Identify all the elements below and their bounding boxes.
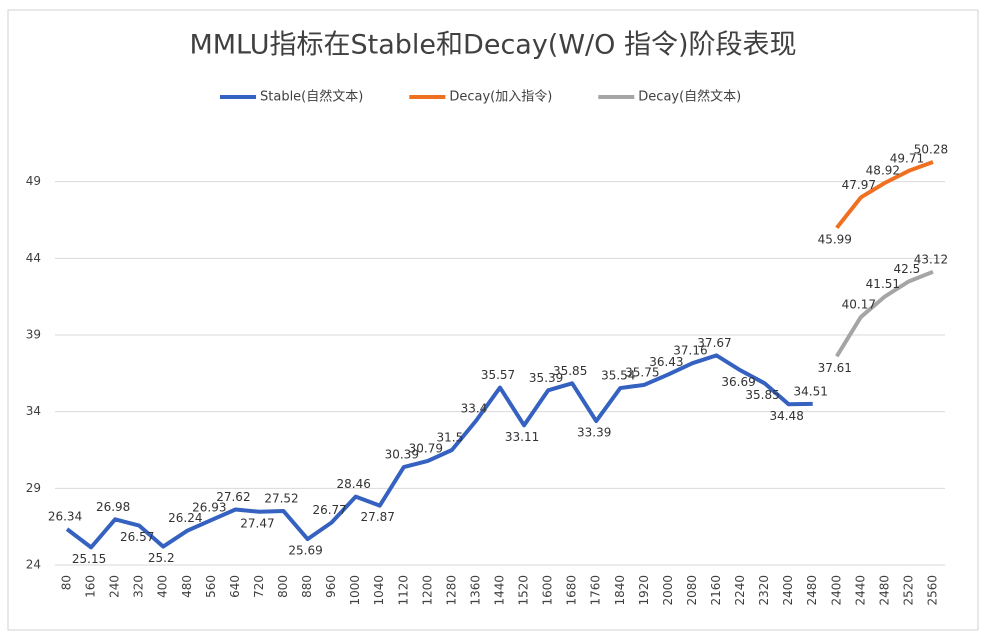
y-tick-label: 39 — [26, 328, 41, 342]
series-line — [835, 160, 934, 230]
chart-border — [7, 9, 979, 631]
data-label: 26.34 — [48, 510, 82, 524]
data-label: 36.43 — [649, 355, 683, 369]
data-label: 34.51 — [794, 384, 828, 398]
x-tick-label: 320 — [132, 575, 146, 598]
x-tick-label: 1120 — [396, 575, 410, 606]
legend-label: Decay(加入指令) — [449, 90, 552, 105]
x-tick-label: 1000 — [348, 575, 362, 606]
x-tick-label: 720 — [252, 575, 266, 598]
x-tick-label: 2560 — [925, 575, 939, 606]
x-tick-label: 2240 — [733, 575, 747, 606]
x-tick-label: 2400 — [781, 575, 795, 606]
data-label: 27.62 — [216, 490, 250, 504]
x-tick-label: 1600 — [541, 575, 555, 606]
x-tick-label: 1360 — [468, 575, 482, 606]
chart-title: MMLU指标在Stable和Decay(W/O 指令)阶段表现 — [189, 30, 796, 61]
data-label: 50.28 — [914, 143, 948, 157]
y-tick-label: 29 — [26, 481, 41, 495]
data-label: 42.5 — [894, 262, 921, 276]
data-label: 33.11 — [505, 430, 539, 444]
data-label: 25.2 — [148, 551, 175, 565]
x-tick-label: 160 — [84, 575, 98, 598]
data-label: 25.69 — [288, 544, 322, 558]
x-tick-label: 480 — [180, 575, 194, 598]
x-tick-label: 80 — [60, 575, 74, 590]
data-label: 35.85 — [553, 364, 587, 378]
x-tick-label: 960 — [324, 575, 338, 598]
data-label: 37.16 — [673, 344, 707, 358]
data-label: 34.48 — [769, 409, 803, 423]
data-label: 28.46 — [336, 477, 370, 491]
data-label: 43.12 — [914, 252, 948, 266]
data-label: 47.97 — [842, 178, 876, 192]
data-label: 27.47 — [240, 516, 274, 530]
data-label: 49.71 — [890, 151, 924, 165]
data-label: 26.77 — [312, 503, 346, 517]
data-label: 35.57 — [481, 368, 515, 382]
x-tick-label: 1680 — [565, 575, 579, 606]
data-label: 33.4 — [461, 401, 488, 415]
x-tick-label: 560 — [204, 575, 218, 598]
data-label: 37.67 — [697, 336, 731, 350]
data-label: 37.61 — [818, 361, 852, 375]
data-label: 35.75 — [625, 365, 659, 379]
data-label: 45.99 — [818, 232, 852, 246]
data-label: 41.51 — [866, 277, 900, 291]
x-tick-label: 1280 — [444, 575, 458, 606]
x-tick-label: 1920 — [637, 575, 651, 606]
data-label: 30.79 — [409, 441, 443, 455]
x-tick-label: 2080 — [685, 575, 699, 606]
x-tick-label: 400 — [156, 575, 170, 598]
legend-label: Decay(自然文本) — [638, 89, 741, 105]
x-tick-label: 1760 — [589, 575, 603, 606]
x-tick-label: 2440 — [853, 575, 867, 606]
x-tick-label: 1040 — [372, 575, 386, 606]
data-label: 35.54 — [601, 369, 635, 383]
y-tick-label: 49 — [26, 174, 41, 188]
data-label: 27.87 — [361, 510, 395, 524]
x-tick-label: 1520 — [517, 575, 531, 606]
data-label: 35.39 — [529, 371, 563, 385]
x-tick-label: 880 — [300, 575, 314, 598]
data-label: 40.17 — [842, 298, 876, 312]
y-tick-label: 34 — [26, 404, 41, 418]
data-label: 27.52 — [264, 492, 298, 506]
data-label: 30.39 — [385, 448, 419, 462]
data-label: 26.93 — [192, 501, 226, 515]
y-tick-label: 44 — [26, 251, 41, 265]
series-line — [835, 269, 934, 358]
x-tick-label: 2480 — [877, 575, 891, 606]
data-label: 48.92 — [866, 163, 900, 177]
legend-label: Stable(自然文本) — [260, 89, 363, 105]
x-tick-label: 240 — [108, 575, 122, 598]
data-label: 26.98 — [96, 500, 130, 514]
data-label: 35.85 — [745, 388, 779, 402]
data-label: 33.39 — [577, 426, 611, 440]
y-tick-label: 24 — [26, 558, 41, 572]
data-label: 26.24 — [168, 511, 202, 525]
x-tick-label: 2520 — [901, 575, 915, 606]
x-tick-label: 1840 — [613, 575, 627, 606]
x-tick-label: 640 — [228, 575, 242, 598]
data-label: 31.5 — [437, 431, 464, 445]
x-tick-label: 2400 — [829, 575, 843, 606]
data-label: 25.15 — [72, 552, 106, 566]
x-tick-label: 2480 — [805, 575, 819, 606]
x-tick-label: 2000 — [661, 575, 675, 606]
x-tick-label: 1200 — [420, 575, 434, 606]
x-tick-label: 1440 — [493, 575, 507, 606]
x-tick-label: 2160 — [709, 575, 723, 606]
x-tick-label: 800 — [276, 575, 290, 598]
data-label: 26.57 — [120, 530, 154, 544]
x-tick-label: 2320 — [757, 575, 771, 606]
data-label: 36.69 — [721, 375, 755, 389]
series-line — [65, 353, 813, 550]
